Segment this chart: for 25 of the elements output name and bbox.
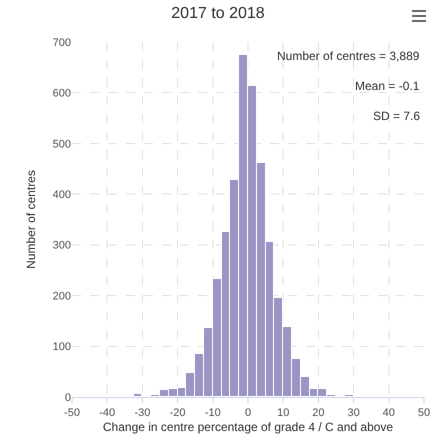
y-tick-label: 400 [52,188,71,201]
x-tick-label: 50 [418,407,430,420]
y-axis-title: Number of centres [24,170,38,269]
annotation: Number of centres = 3,889 [277,49,420,63]
y-tick-label: 100 [52,341,71,354]
chart-title: 2017 to 2018 [171,4,265,22]
y-tick-label: 500 [52,138,71,150]
x-tick-label: -10 [204,407,221,420]
y-tick-label: 200 [52,290,71,302]
annotation: Mean = -0.1 [355,79,420,93]
annotation: SD = 7.6 [373,109,420,123]
y-tick-label: 700 [52,36,71,49]
x-axis-title: Change in centre percentage of grade 4 / C and above [102,420,394,434]
x-tick-label: 20 [312,407,325,420]
y-tick-label: 600 [52,88,71,100]
x-tick-label: 40 [382,407,395,420]
x-tick-label: -20 [170,407,186,420]
x-tick-label: -30 [134,407,150,420]
y-tick-label: 0 [64,392,71,404]
x-tick-label: -40 [99,407,116,420]
x-tick-label: 0 [244,407,252,420]
x-tick-label: 10 [277,407,290,420]
x-tick-label: 30 [347,407,360,420]
x-tick-label: -50 [64,407,80,420]
y-tick-label: 300 [52,240,71,252]
